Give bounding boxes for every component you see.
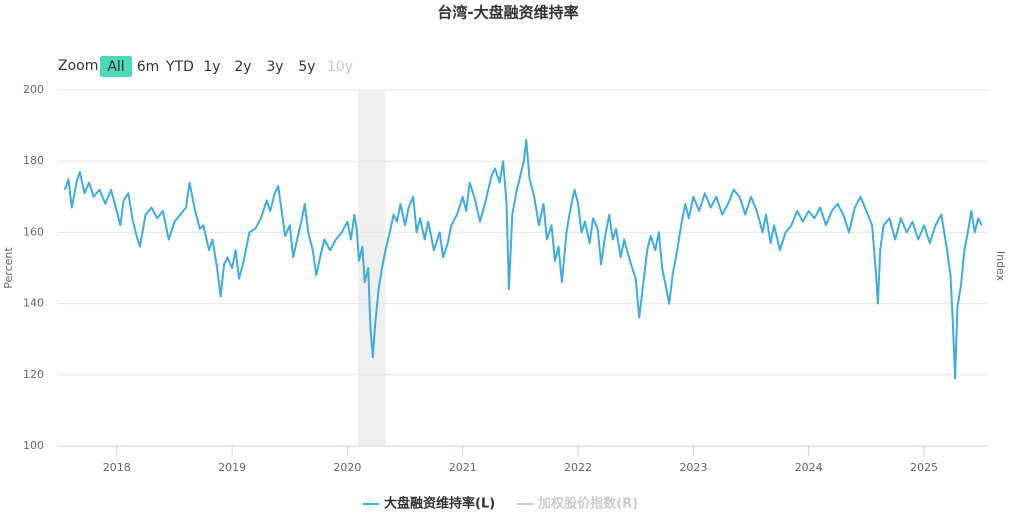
- x-tick-label: 2021: [449, 461, 477, 474]
- zoom-label: Zoom: [58, 58, 98, 74]
- range-button-label: 2y: [234, 59, 251, 75]
- x-tick-label: 2023: [679, 461, 707, 474]
- y-axis-label: Percent: [2, 247, 15, 289]
- range-button[interactable]: 1y: [203, 59, 220, 75]
- range-button[interactable]: 5y: [298, 59, 315, 75]
- legend-item[interactable]: 加权股价指数(R): [517, 496, 638, 512]
- y-tick-label: 100: [23, 439, 44, 452]
- legend-label: 大盘融资维持率(L): [384, 496, 495, 512]
- legend-item[interactable]: 大盘融资维持率(L): [363, 496, 495, 512]
- legend-label: 加权股价指数(R): [537, 496, 638, 512]
- x-tick-label: 2018: [103, 461, 131, 474]
- y2-axis-label: Index: [994, 251, 1007, 282]
- range-button-label: 1y: [203, 59, 220, 75]
- range-button-label: All: [107, 59, 124, 75]
- range-button-label: 3y: [266, 59, 283, 75]
- x-tick-label: 2019: [218, 461, 246, 474]
- range-button[interactable]: YTD: [165, 59, 194, 75]
- range-button-label: 5y: [298, 59, 315, 75]
- range-button-label: YTD: [165, 59, 194, 75]
- range-button-label: 6m: [137, 59, 160, 75]
- chart-title: 台湾-大盘融资维持率: [437, 4, 578, 22]
- range-button: 10y: [327, 59, 353, 75]
- series-line: [63, 138, 983, 380]
- y-tick-label: 120: [23, 368, 44, 381]
- x-tick-label: 2020: [333, 461, 361, 474]
- range-button-bg: [100, 56, 132, 77]
- x-tick-label: 2024: [795, 461, 823, 474]
- range-button[interactable]: All: [100, 56, 132, 77]
- range-button[interactable]: 2y: [234, 59, 251, 75]
- range-button-label: 10y: [327, 59, 353, 75]
- x-tick-label: 2022: [564, 461, 592, 474]
- x-tick-label: 2025: [910, 461, 938, 474]
- y-tick-label: 200: [23, 83, 44, 96]
- y-tick-label: 140: [23, 297, 44, 310]
- y-tick-label: 160: [23, 225, 44, 238]
- highlight-band: [357, 90, 386, 446]
- range-button[interactable]: 6m: [137, 59, 160, 75]
- y-tick-label: 180: [23, 154, 44, 167]
- range-button[interactable]: 3y: [266, 59, 283, 75]
